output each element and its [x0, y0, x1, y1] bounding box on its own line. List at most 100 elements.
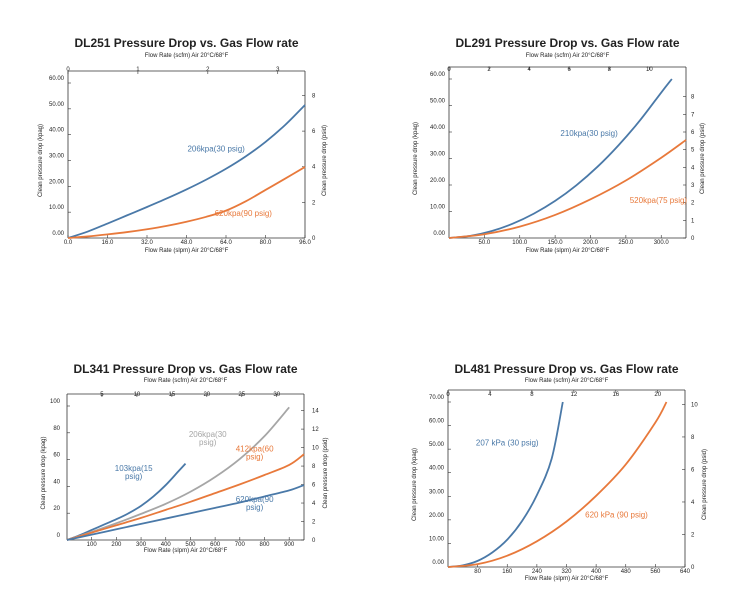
top-axis-label: Flow Rate (scfm) Air 20°C/68°F: [525, 378, 609, 384]
x2-tick-label: 3: [276, 67, 280, 73]
chart-dl291: DL291 Pressure Drop vs. Gas Flow rate Flo…: [376, 0, 751, 300]
chart-dl341-svg: DL341 Pressure Drop vs. Gas Flow rate Flo…: [41, 362, 329, 554]
x2-tick-label: 6: [568, 67, 572, 73]
y-tick-label: 20.00: [430, 178, 446, 184]
y-tick-label: 10.00: [429, 536, 445, 542]
x-tick-label: 900: [284, 542, 295, 548]
y2-tick-label: 8: [691, 95, 695, 101]
chart-dl251: DL251 Pressure Drop vs. Gas Flow rate Flo…: [0, 0, 375, 300]
x-tick-label: 160: [502, 569, 513, 575]
x2-tick-label: 2: [487, 67, 491, 73]
y2-tick-label: 0: [312, 538, 316, 544]
x2-tick-label: 0: [447, 67, 451, 73]
series-annotation: 103kpa(15: [115, 464, 153, 473]
y-tick-label: 40.00: [49, 128, 65, 134]
y-tick-label: 40: [53, 479, 60, 485]
x-tick-label: 48.0: [181, 240, 193, 246]
y2-tick-label: 8: [312, 464, 316, 470]
x2-tick-label: 1: [136, 67, 140, 73]
x-tick-label: 150.0: [548, 240, 564, 246]
series-line-1: [67, 104, 306, 239]
y-tick-label: 60: [53, 453, 60, 459]
x-tick-label: 200: [111, 542, 122, 548]
x2-tick-label: 15: [169, 392, 176, 398]
series-line-2: [448, 139, 687, 239]
top-axis-label: Flow Rate (scfm) Air 20°C/68°F: [526, 53, 610, 59]
x-tick-label: 80.0: [260, 240, 272, 246]
x-tick-label: 300.0: [654, 240, 670, 246]
series-annotation: 206kpa(30: [189, 430, 227, 439]
x-tick-label: 100: [87, 542, 98, 548]
x-tick-label: 700: [235, 542, 246, 548]
chart-dl481: DL481 Pressure Drop vs. Gas Flow rate Flo…: [376, 302, 751, 604]
y-tick-label: 60.00: [430, 72, 446, 78]
series-annotation: psig): [199, 438, 217, 447]
y-tick-label: 50.00: [430, 99, 446, 105]
left-axis-label: Clean pressure drop (kpag): [412, 448, 418, 521]
y-tick-label: 20.00: [429, 513, 445, 519]
x-tick-label: 400: [161, 542, 172, 548]
series-annotation: 620kpa(90 psig): [215, 209, 273, 218]
x2-tick-label: 20: [654, 392, 661, 398]
y2-tick-label: 5: [691, 148, 695, 154]
series-annotation: 412kpa(60: [236, 445, 274, 454]
y-tick-label: 70.00: [429, 395, 445, 401]
chart-dl291-svg: DL291 Pressure Drop vs. Gas Flow rate Flo…: [413, 36, 706, 254]
y2-tick-label: 6: [691, 130, 695, 136]
x2-tick-label: 8: [530, 392, 534, 398]
y2-tick-label: 4: [691, 500, 695, 506]
y2-tick-label: 0: [691, 565, 695, 571]
y-tick-label: 30.00: [49, 154, 65, 160]
y2-tick-label: 14: [312, 409, 319, 415]
y-tick-label: 10.00: [49, 205, 65, 211]
top-axis-label: Flow Rate (scfm) Air 20°C/68°F: [144, 378, 228, 384]
y2-tick-label: 4: [312, 165, 316, 171]
x2-tick-label: 16: [612, 392, 619, 398]
x-tick-label: 250.0: [618, 240, 634, 246]
x-tick-label: 96.0: [299, 240, 311, 246]
x-tick-label: 600: [210, 542, 221, 548]
series-annotation: 620kpa(90: [236, 495, 274, 504]
y2-tick-label: 4: [691, 165, 695, 171]
left-axis-label: Clean pressure drop (kpag): [413, 122, 419, 195]
x-tick-label: 240: [532, 569, 543, 575]
y-tick-label: 0.00: [52, 231, 64, 237]
x-tick-label: 64.0: [220, 240, 232, 246]
series-line-3: [66, 453, 305, 541]
y2-tick-label: 2: [312, 200, 316, 206]
y2-tick-label: 12: [312, 427, 319, 433]
x2-tick-label: 5: [100, 392, 104, 398]
right-axis-label: Clean pressure drop (psid): [700, 123, 706, 194]
right-axis-label: Clean pressure drop (psid): [702, 449, 708, 520]
x2-tick-label: 10: [646, 67, 653, 73]
y2-tick-label: 8: [312, 93, 316, 99]
series-annotation: 206kpa(30 psig): [187, 144, 245, 153]
x-tick-label: 560: [650, 569, 661, 575]
y2-tick-label: 10: [691, 402, 698, 408]
chart-title: DL481 Pressure Drop vs. Gas Flow rate: [454, 362, 678, 376]
x2-tick-label: 4: [488, 392, 492, 398]
y2-tick-label: 3: [691, 183, 695, 189]
x-tick-label: 200.0: [583, 240, 599, 246]
chart-title: DL291 Pressure Drop vs. Gas Flow rate: [455, 36, 679, 50]
y2-tick-label: 6: [312, 483, 316, 489]
series-annotation: 620 kPa (90 psig): [585, 511, 648, 520]
x-tick-label: 800: [259, 542, 270, 548]
x-tick-label: 320: [561, 569, 572, 575]
bottom-axis-label: Flow Rate (slpm) Air 20°C/68°F: [145, 248, 229, 254]
right-axis-label: Clean pressure drop (psid): [322, 125, 328, 196]
right-axis-label: Clean pressure drop (psid): [323, 437, 329, 508]
y-tick-label: 0: [57, 533, 61, 539]
y2-tick-label: 10: [312, 446, 319, 452]
x-tick-label: 640: [680, 569, 691, 575]
y2-tick-label: 6: [691, 467, 695, 473]
y2-tick-label: 8: [691, 435, 695, 441]
chart-dl341: DL341 Pressure Drop vs. Gas Flow rate Flo…: [0, 302, 375, 604]
x2-tick-label: 2: [206, 67, 210, 73]
x2-tick-label: 4: [527, 67, 531, 73]
y-tick-label: 0.00: [432, 560, 444, 566]
y2-tick-label: 2: [691, 201, 695, 207]
x-tick-label: 50.0: [479, 240, 491, 246]
y-tick-label: 20.00: [49, 179, 65, 185]
y-tick-label: 100: [50, 399, 61, 405]
